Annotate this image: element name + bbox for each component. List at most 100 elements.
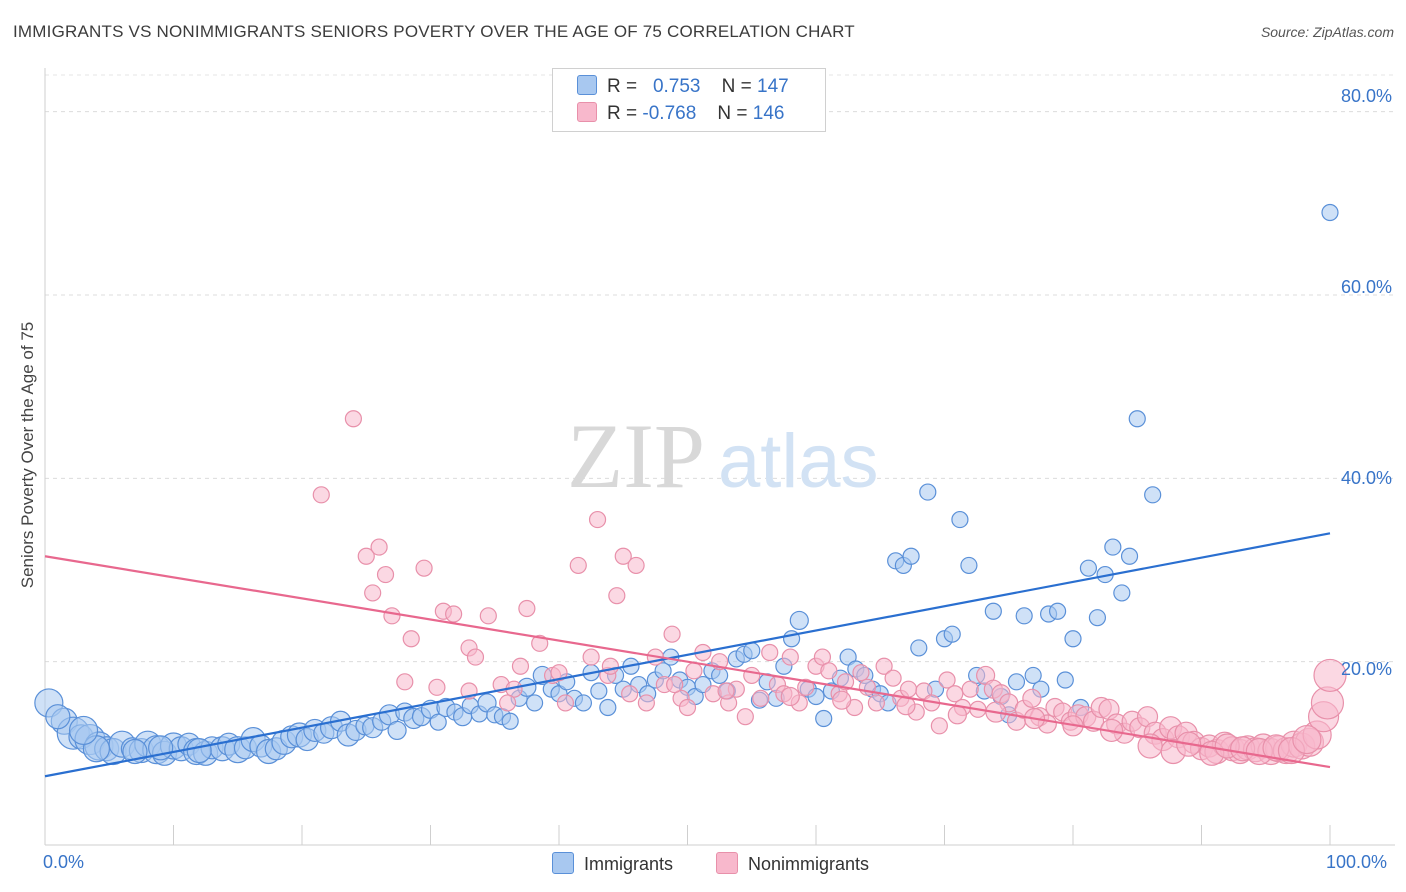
nonimmigrants-point: [961, 680, 979, 698]
nonimmigrants-point: [899, 680, 918, 698]
x-tick-min: 0.0%: [43, 852, 85, 872]
bottom-legend-nonimmigrants-label: Nonimmigrants: [748, 854, 870, 874]
nonimmigrants-point: [685, 662, 703, 680]
nonimmigrants-legend-icon: [716, 852, 738, 874]
nonimmigrants-point: [357, 547, 375, 565]
nonimmigrants-point: [312, 486, 330, 504]
legend-n-label: N =: [717, 103, 748, 124]
nonimmigrants-point: [627, 556, 645, 575]
nonimmigrants-point: [370, 538, 388, 556]
nonimmigrants-point: [479, 607, 497, 625]
nonimmigrants-point: [569, 556, 587, 575]
nonimmigrants-point: [588, 510, 607, 529]
immigrants-point: [839, 648, 857, 666]
nonimmigrants-point: [1022, 688, 1042, 708]
legend-row-nonimmigrants: R = -0.768 N = 146: [577, 102, 784, 126]
nonimmigrants-point: [511, 657, 530, 675]
nonimmigrants-point: [582, 648, 600, 666]
nonimmigrants-point: [608, 587, 626, 605]
nonimmigrants-point: [499, 694, 517, 712]
immigrants-point: [951, 510, 969, 529]
immigrants-point: [387, 720, 407, 741]
nonimmigrants-point: [832, 690, 852, 710]
nonimmigrants-point: [396, 673, 414, 691]
nonimmigrants-points: [312, 410, 1347, 766]
watermark-zip: ZIP: [567, 405, 705, 507]
immigrants-point: [1024, 666, 1042, 685]
nonimmigrants-point: [614, 547, 632, 565]
nonimmigrants-point: [383, 607, 401, 625]
nonimmigrants-point: [415, 559, 433, 577]
nonimmigrants-point: [402, 630, 420, 648]
legend: R = 0.753 N = 147 R = -0.768 N = 146: [552, 68, 826, 132]
nonimmigrants-point: [875, 657, 893, 675]
nonimmigrants-point: [781, 648, 799, 666]
nonimmigrants-point: [556, 694, 575, 712]
nonimmigrants-point: [947, 705, 967, 725]
nonimmigrants-point: [663, 625, 681, 643]
legend-n-immigrants: 147: [757, 76, 789, 97]
nonimmigrants-point: [752, 689, 770, 707]
bottom-legend-immigrants-label: Immigrants: [584, 854, 674, 874]
y-tick-40: 40.0%: [1340, 468, 1392, 488]
nonimmigrants-point: [717, 682, 735, 700]
nonimmigrants-point: [761, 643, 779, 662]
immigrants-point: [1104, 538, 1122, 556]
immigrants-point: [1015, 607, 1033, 625]
nonimmigrants-point: [376, 565, 395, 584]
nonimmigrants-point: [1313, 658, 1347, 693]
legend-r-label: R =: [607, 103, 638, 124]
y-tick-20: 20.0%: [1340, 659, 1392, 679]
y-axis-label: Seniors Poverty Over the Age of 75: [18, 321, 37, 589]
y-tick-60: 60.0%: [1340, 277, 1392, 297]
nonimmigrants-point: [780, 686, 800, 707]
immigrants-point: [743, 642, 761, 660]
nonimmigrants-point: [820, 662, 838, 680]
nonimmigrants-point: [445, 605, 463, 623]
nonimmigrants-point: [637, 694, 655, 712]
immigrants-point: [501, 712, 519, 730]
immigrants-point: [815, 709, 833, 728]
y-tick-80: 80.0%: [1340, 86, 1392, 106]
immigrants-point: [943, 625, 961, 643]
immigrants-point: [1113, 584, 1131, 602]
grid: [45, 74, 1395, 663]
nonimmigrants-point: [1292, 724, 1322, 755]
trend-lines: [44, 532, 1331, 778]
immigrants-point: [45, 704, 71, 730]
bottom-legend-nonimmigrants: Nonimmigrants: [716, 852, 869, 875]
nonimmigrants-point: [344, 410, 362, 428]
nonimmigrants-point: [428, 678, 446, 696]
nonimmigrants-point: [736, 708, 754, 726]
nonimmigrants-point: [531, 634, 549, 652]
nonimmigrants-point: [601, 657, 620, 675]
legend-n-label: N =: [721, 76, 752, 97]
immigrants-point: [1144, 486, 1162, 504]
nonimmigrants-point: [813, 648, 832, 666]
watermark-atlas: atlas: [718, 419, 879, 504]
legend-r-immigrants: 0.753: [652, 76, 701, 97]
immigrants-point: [960, 556, 978, 575]
immigrants-point: [1120, 547, 1139, 565]
immigrants-point: [1088, 609, 1107, 627]
legend-r-label: R =: [607, 76, 638, 97]
immigrants-point: [1079, 559, 1098, 577]
immigrants-point: [1064, 630, 1082, 648]
immigrants-point: [590, 682, 608, 700]
immigrants-point: [1321, 203, 1339, 222]
bottom-legend-immigrants: Immigrants: [552, 852, 673, 875]
nonimmigrants-point: [867, 694, 885, 712]
nonimmigrants-point: [621, 685, 639, 703]
nonimmigrants-point: [930, 717, 948, 735]
nonimmigrants-point: [884, 669, 902, 687]
source-label: Source: ZipAtlas.com: [1260, 24, 1394, 40]
nonimmigrants-point: [550, 664, 568, 682]
immigrants-points: [34, 203, 1339, 766]
immigrants-point: [902, 547, 920, 565]
immigrants-point: [186, 737, 212, 764]
nonimmigrants-point: [797, 678, 815, 696]
legend-n-nonimmigrants: 146: [752, 103, 785, 124]
nonimmigrants-point: [743, 666, 761, 685]
immigrants-point: [599, 698, 617, 717]
immigrants-point: [910, 639, 928, 657]
